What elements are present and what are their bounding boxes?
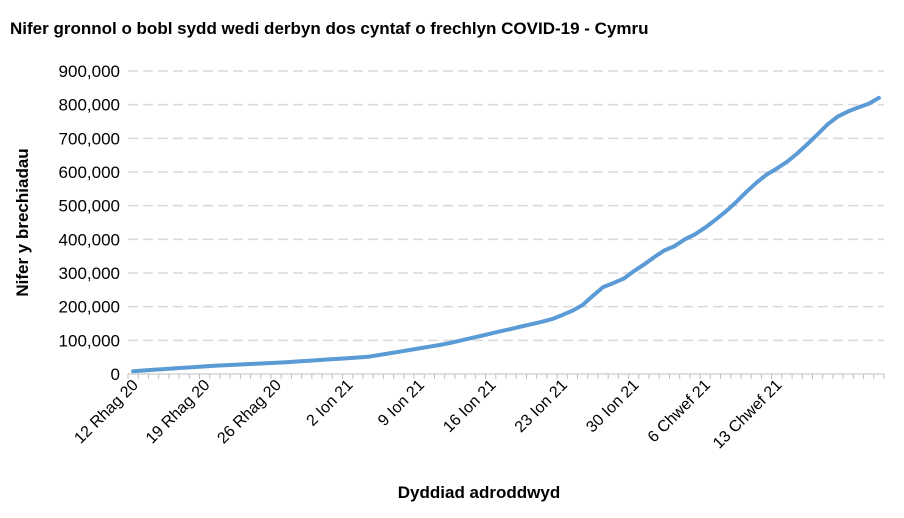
y-axis-ticks: 0 100,000 200,000 300,000 400,000 500,000 600,… [59, 62, 120, 384]
gridlines [128, 70, 884, 342]
y-tick-label: 200,000 [59, 298, 120, 317]
x-tick-label: 30 Ion 21 [583, 377, 642, 436]
y-tick-label: 100,000 [59, 331, 120, 350]
x-tick-label: 2 Ion 21 [304, 377, 357, 430]
y-tick-label: 700,000 [59, 129, 120, 148]
x-tick-label: 19 Rhag 20 [143, 377, 214, 448]
y-tick-label: 400,000 [59, 230, 120, 249]
y-tick-label: 300,000 [59, 264, 120, 283]
x-axis-ticks: 12 Rhag 20 19 Rhag 20 26 Rhag 20 2 Ion 21 9 … [71, 374, 885, 453]
chart-title: Nifer gronnol o bobl sydd wedi derbyn do… [10, 19, 649, 38]
x-tick-label: 16 Ion 21 [440, 377, 499, 436]
y-axis-label: Nifer y brechiadau [13, 148, 32, 296]
y-tick-label: 500,000 [59, 197, 120, 216]
x-tick-label: 23 Ion 21 [512, 377, 571, 436]
y-tick-label: 800,000 [59, 96, 120, 115]
x-tick-label: 12 Rhag 20 [71, 377, 142, 448]
x-tick-label: 13 Chwef 21 [710, 377, 786, 453]
x-tick-label: 26 Rhag 20 [214, 377, 285, 448]
x-tick-label: 9 Ion 21 [375, 377, 428, 430]
y-tick-label: 0 [111, 365, 120, 384]
y-tick-label: 600,000 [59, 163, 120, 182]
y-tick-label: 900,000 [59, 62, 120, 81]
x-axis-label: Dyddiad adroddwyd [398, 483, 560, 502]
series-line-first-dose [131, 95, 881, 374]
x-tick-label: 6 Chwef 21 [645, 377, 714, 446]
